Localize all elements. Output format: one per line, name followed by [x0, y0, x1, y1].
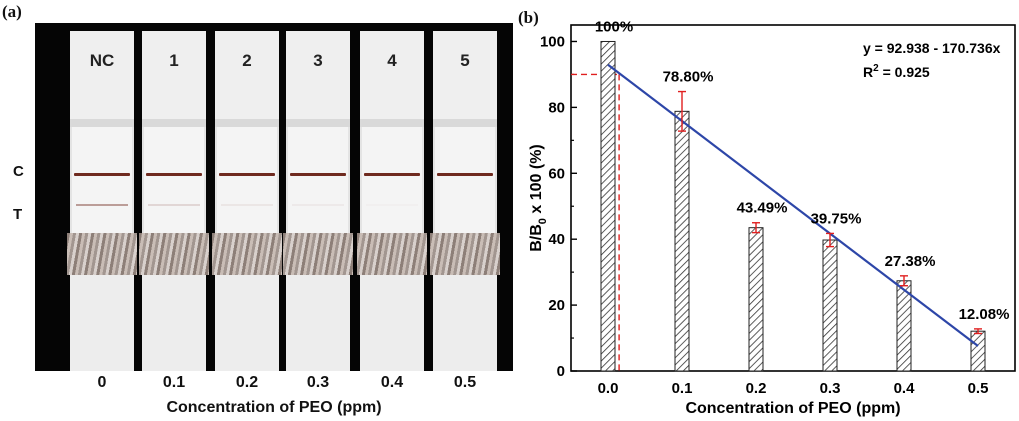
- r-squared: R2 = 0.925: [863, 63, 930, 80]
- plot-frame: [570, 24, 1016, 372]
- strip-membrane: [144, 127, 204, 235]
- test-line: [76, 204, 128, 206]
- panel-a-x-axis-label: Concentration of PEO (ppm): [166, 399, 382, 416]
- strip-label: 5: [460, 51, 470, 70]
- strip-label: 1: [169, 51, 179, 70]
- control-line: [364, 173, 420, 176]
- data-label: 100%: [595, 18, 633, 35]
- strip-pad-top: [433, 31, 497, 127]
- data-label: 43.49%: [737, 200, 788, 217]
- control-line: [290, 173, 346, 176]
- y-tick-label: 0: [557, 363, 565, 380]
- strip-tape: [357, 233, 427, 275]
- data-label: 12.08%: [959, 306, 1010, 323]
- concentration-tick-label: 0.2: [235, 374, 259, 391]
- strip-tape: [67, 233, 137, 275]
- strip-pad-top-shadow: [360, 119, 424, 127]
- fit-line-path: [607, 63, 979, 347]
- y-axis-label: B/B0 x 100 (%): [528, 144, 549, 252]
- x-tick-label: 0.1: [672, 380, 693, 397]
- strip-pad-top-shadow: [286, 119, 350, 127]
- test-strip: NC: [67, 23, 137, 371]
- strip-membrane: [362, 127, 422, 235]
- strip-pad-top: [142, 31, 206, 127]
- bar: [600, 40, 616, 372]
- strip-pad-top: [360, 31, 424, 127]
- strip-pad-bottom: [286, 275, 350, 371]
- fit-equation: y = 92.938 - 170.736x: [863, 40, 1001, 56]
- y-tick-label: 40: [548, 231, 565, 248]
- x-tick-label: 0.3: [820, 380, 841, 397]
- x-tick-label: 0.2: [746, 380, 767, 397]
- control-line: [437, 173, 493, 176]
- strip-pad-bottom: [142, 275, 206, 371]
- bar: [822, 239, 838, 372]
- x-tick-label: 0.4: [894, 380, 916, 397]
- test-line: [221, 204, 273, 206]
- panel-a-label: (a): [2, 2, 22, 21]
- strip-label: 3: [313, 51, 323, 70]
- data-label: 78.80%: [663, 69, 714, 86]
- panel-b-label: (b): [518, 8, 539, 27]
- strip-pad-bottom: [215, 275, 279, 371]
- y-tick-label: 60: [548, 165, 565, 182]
- data-labels: 100% 78.80% 43.49% 39.75% 27.38% 12.08%: [595, 18, 1010, 322]
- strip-membrane: [435, 127, 495, 235]
- test-strip: 1: [139, 23, 209, 371]
- data-label: 39.75%: [811, 210, 862, 227]
- x-axis-label: Concentration of PEO (ppm): [685, 400, 900, 417]
- fit-line: [607, 63, 979, 347]
- bar: [748, 227, 764, 372]
- axis-ticks: 0 20 40 60 80 100 0.0 0.1 0.2 0.3 0.4 0.5: [540, 33, 988, 397]
- control-line-label: C: [13, 163, 24, 180]
- strip-membrane: [288, 127, 348, 235]
- y-tick-label: 80: [548, 99, 565, 116]
- test-strip: 5: [430, 23, 500, 371]
- strip-tape: [283, 233, 353, 275]
- bar: [970, 330, 986, 372]
- concentration-tick-label: 0.4: [380, 374, 404, 391]
- strip-pad-top-shadow: [433, 119, 497, 127]
- concentration-tick-label: 0: [97, 374, 107, 391]
- strip-pad-top: [286, 31, 350, 127]
- test-strip: 2: [212, 23, 282, 371]
- test-strip: 3: [283, 23, 353, 371]
- strip-pad-top-shadow: [142, 119, 206, 127]
- strip-pad-top: [70, 31, 134, 127]
- test-line-label: T: [13, 206, 23, 223]
- strip-label: 4: [387, 51, 397, 70]
- error-bars: [678, 90, 982, 335]
- strip-label: NC: [89, 51, 115, 70]
- x-tick-label: 0.0: [598, 380, 619, 397]
- x-tick-label: 0.5: [968, 380, 989, 397]
- bar: [674, 110, 690, 372]
- test-strip: 4: [357, 23, 427, 371]
- strip-tape: [212, 233, 282, 275]
- bars: [600, 40, 986, 372]
- control-line: [219, 173, 275, 176]
- strip-pad-top-shadow: [215, 119, 279, 127]
- strip-membrane: [72, 127, 132, 235]
- control-line: [146, 173, 202, 176]
- strip-label: 2: [242, 51, 252, 70]
- concentration-tick-label: 0.5: [453, 374, 477, 391]
- concentration-tick-label: 0.1: [162, 374, 186, 391]
- strip-tape: [139, 233, 209, 275]
- y-tick-label: 100: [540, 33, 565, 50]
- strip-pad-bottom: [360, 275, 424, 371]
- strip-pad-bottom: [70, 275, 134, 371]
- test-line: [292, 204, 344, 206]
- data-label: 27.38%: [885, 253, 936, 270]
- y-tick-label: 20: [548, 297, 565, 314]
- strip-pad-top-shadow: [70, 119, 134, 127]
- test-line: [148, 204, 200, 206]
- strip-pad-bottom: [433, 275, 497, 371]
- test-strip-photo: NC 1 2 3 4 5: [35, 23, 513, 371]
- strip-tape: [430, 233, 500, 275]
- strip-pad-top: [215, 31, 279, 127]
- concentration-tick-label: 0.3: [306, 374, 330, 391]
- strip-membrane: [217, 127, 277, 235]
- control-line: [74, 173, 130, 176]
